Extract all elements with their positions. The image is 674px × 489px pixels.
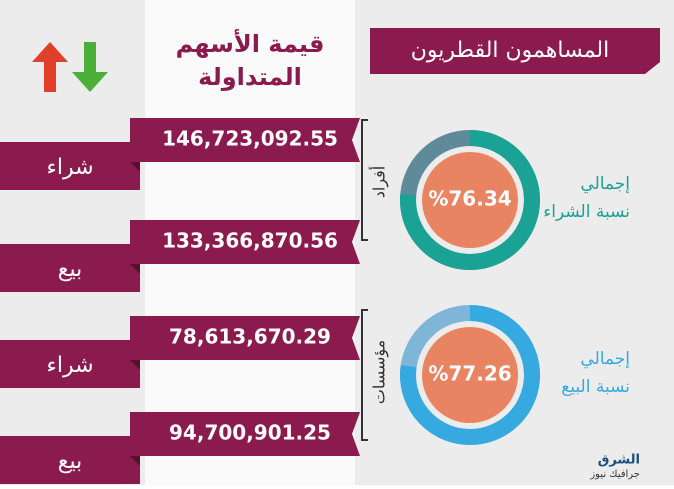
- trade-value: 78,613,670.29: [169, 325, 331, 349]
- header-title: المتداولة: [198, 63, 302, 91]
- donut-title: نسبة البيع: [561, 377, 630, 397]
- group-brackets: [361, 119, 368, 441]
- donut-value: %77.26: [428, 362, 511, 386]
- label-tab: [0, 142, 140, 190]
- donut-value: %76.34: [428, 187, 511, 211]
- donut-title: نسبة الشراء: [543, 202, 630, 222]
- label-tab: [0, 436, 140, 484]
- trade-label: بيع: [58, 257, 82, 282]
- donut-arc: [400, 130, 540, 270]
- trade-label: شراء: [46, 353, 93, 378]
- trade-value: 146,723,092.55: [162, 127, 338, 151]
- donut-center: [422, 152, 518, 248]
- banner-text: المساهمون القطريون: [411, 38, 609, 63]
- value-ribbon: [130, 220, 360, 264]
- logo: جرافيك نيوز: [589, 469, 640, 480]
- arrows-icon: [32, 42, 108, 92]
- banner: [370, 28, 660, 74]
- trade-label: بيع: [58, 449, 82, 474]
- value-ribbon: [130, 316, 360, 360]
- trade-label: شراء: [46, 155, 93, 180]
- group-label: مؤسسات: [370, 340, 390, 404]
- tab-fold: [130, 456, 140, 466]
- tab-fold: [130, 360, 140, 370]
- value-ribbon: [130, 412, 360, 456]
- donut-center: [422, 327, 518, 423]
- header-title: قيمة الأسهم: [176, 29, 325, 58]
- donut-title: إجمالي: [580, 349, 630, 369]
- tab-fold: [130, 264, 140, 274]
- group-label: أفراد: [369, 166, 390, 199]
- logo: الشرق: [598, 453, 640, 468]
- trade-value: 133,366,870.56: [162, 229, 338, 253]
- label-tab: [0, 244, 140, 292]
- value-ribbon: [130, 118, 360, 162]
- donut-arc: [400, 305, 540, 445]
- label-tab: [0, 340, 140, 388]
- donut-title: إجمالي: [580, 174, 630, 194]
- tab-fold: [130, 162, 140, 172]
- trade-value: 94,700,901.25: [169, 421, 331, 445]
